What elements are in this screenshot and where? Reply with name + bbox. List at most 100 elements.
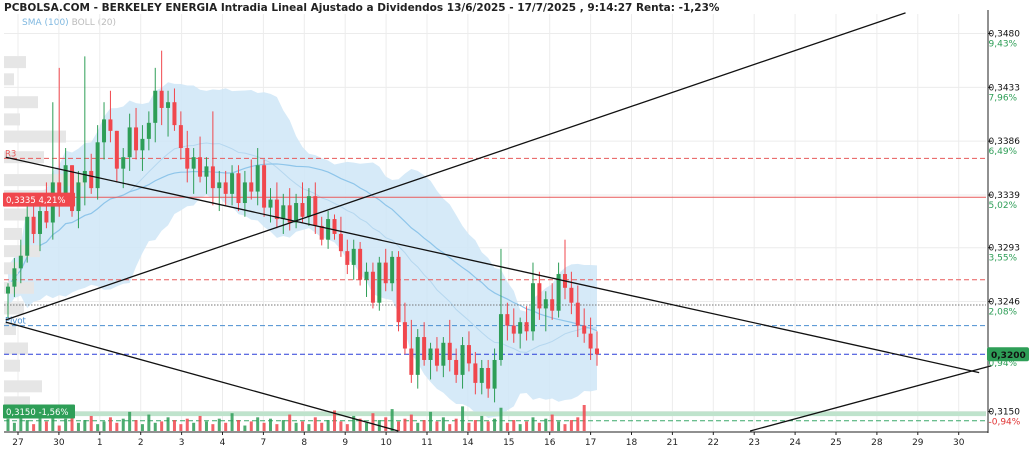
candle-body	[550, 299, 555, 311]
candle-body	[38, 211, 43, 234]
volume-bar	[486, 421, 490, 431]
volume-bar	[153, 422, 157, 431]
date-tick-label: 23	[748, 438, 759, 448]
pct-tick-label: -0,94%	[989, 418, 1021, 428]
volume-bar	[371, 413, 375, 431]
trend-line-1	[5, 156, 980, 374]
legend-sma: SMA (100)	[22, 18, 69, 28]
volume-bar	[569, 420, 573, 431]
candle-body	[274, 199, 279, 220]
volume-bar	[544, 418, 548, 431]
candle-body	[326, 219, 331, 240]
volume-bar	[313, 417, 317, 431]
volume-bar	[281, 420, 285, 431]
volume-bar	[89, 415, 93, 431]
candle-body	[108, 119, 113, 131]
candle-body	[351, 248, 356, 265]
candle-body	[575, 302, 580, 326]
candle-body	[364, 271, 369, 280]
volume-bar	[435, 421, 439, 431]
volume-bars	[6, 405, 586, 431]
volume-bar	[557, 421, 561, 431]
volume-bar	[326, 420, 330, 431]
volume-bar	[320, 422, 324, 431]
volume-bar	[416, 422, 420, 431]
volume-bar	[236, 420, 240, 431]
candle-body	[377, 262, 382, 303]
volume-bar	[384, 417, 388, 431]
volume-bar	[294, 422, 298, 431]
candle-body	[262, 165, 267, 208]
candle-body	[230, 173, 235, 194]
candle-body	[255, 165, 260, 192]
candle-body	[76, 182, 81, 212]
candle-body	[447, 342, 452, 360]
candle-body	[595, 348, 599, 355]
volume-bar	[301, 421, 304, 431]
candle-body	[159, 90, 164, 108]
candle-body	[498, 314, 503, 360]
volume-bar	[32, 424, 36, 431]
candle-body	[249, 182, 254, 192]
candle-body	[460, 345, 465, 375]
volume-bar	[403, 418, 407, 431]
pct-tick-label: 2,08%	[989, 308, 1018, 318]
candle-body	[402, 322, 407, 349]
pct-tick-label: 3,55%	[989, 254, 1018, 264]
candle-body	[300, 203, 305, 217]
volume-bar	[64, 418, 68, 431]
volume-bar	[448, 424, 452, 431]
candle-body	[473, 363, 478, 383]
candle-body	[511, 325, 516, 334]
volume-bar	[422, 420, 426, 431]
volume-bar	[499, 407, 503, 431]
volume-bar	[51, 417, 55, 431]
volume-bar	[83, 420, 87, 431]
trend-line-3	[5, 321, 399, 432]
trend-line-4	[749, 365, 992, 432]
candle-body	[294, 203, 299, 223]
candle-body	[345, 251, 350, 265]
candle-body	[428, 348, 433, 360]
profile-bar	[4, 208, 32, 221]
volume-bar	[76, 422, 80, 431]
candle-body	[370, 271, 375, 303]
candle-body	[582, 325, 587, 334]
volume-bar	[172, 420, 176, 431]
candle-body	[306, 196, 311, 217]
candle-body	[70, 165, 75, 212]
volume-bar	[166, 417, 170, 431]
date-tick-label: 16	[544, 438, 556, 448]
candle-body	[153, 90, 158, 123]
candle-body	[25, 216, 30, 256]
volume-bar	[70, 413, 74, 431]
volume-bar	[493, 418, 497, 431]
candle-body	[12, 268, 17, 287]
candle-body	[146, 122, 151, 139]
date-tick-label: 17	[585, 438, 596, 448]
candle-body	[210, 166, 215, 189]
price-tick-label: 0,3246	[989, 298, 1021, 308]
profile-bar	[4, 151, 44, 164]
candle-body	[18, 255, 23, 269]
candle-body	[543, 299, 548, 309]
volume-bar	[307, 424, 311, 431]
profile-bar	[4, 245, 40, 258]
date-tick-label: 21	[667, 438, 678, 448]
volume-bar	[96, 424, 100, 431]
volume-bar	[179, 424, 183, 431]
candle-body	[236, 173, 241, 204]
volume-bar	[441, 417, 445, 431]
profile-bar	[4, 281, 34, 294]
last-price-label: 0,3200	[991, 351, 1026, 361]
candle-body	[441, 342, 446, 366]
candle-body	[556, 274, 561, 311]
candle-body	[102, 119, 107, 143]
level-label-pivot: Pivot	[5, 317, 27, 327]
volume-bar	[582, 405, 586, 431]
candle-body	[479, 367, 484, 383]
volume-bar	[429, 411, 433, 431]
volume-bar	[140, 424, 144, 431]
volume-bar	[134, 420, 138, 431]
